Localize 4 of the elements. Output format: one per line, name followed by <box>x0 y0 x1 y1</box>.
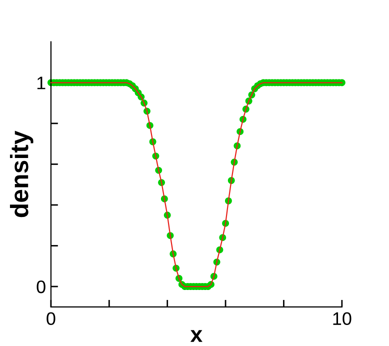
y-tick-label: 1 <box>37 76 46 90</box>
x-axis-title: x <box>190 330 202 342</box>
y-axis-title: density <box>10 130 34 218</box>
x-tick-label: 10 <box>333 312 352 326</box>
